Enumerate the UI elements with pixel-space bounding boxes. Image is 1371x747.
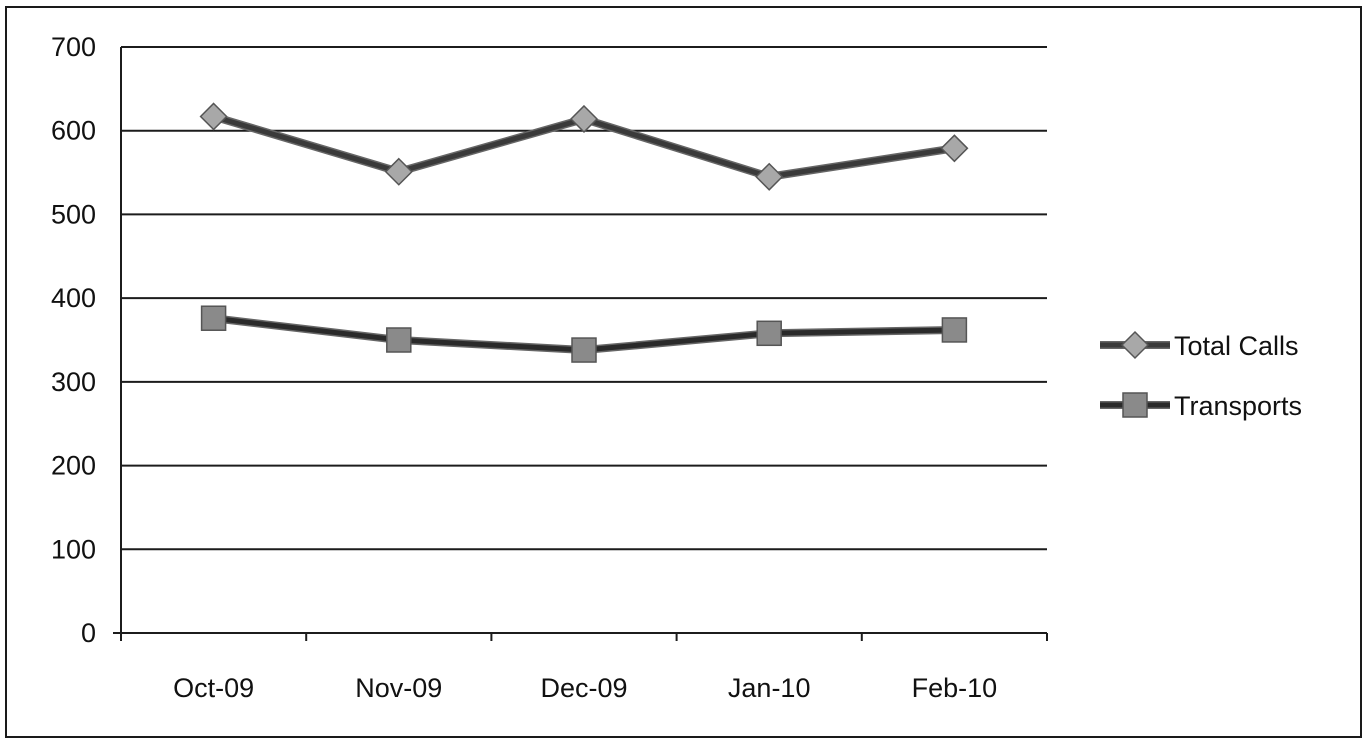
data-point-diamond-marker	[940, 134, 969, 163]
legend: Total Calls Transports	[1100, 330, 1302, 421]
data-point-square-marker	[200, 305, 227, 331]
data-point-square-marker	[571, 337, 597, 363]
x-tick-label: Jan-10	[728, 673, 811, 703]
legend-item: Total Calls	[1100, 330, 1299, 361]
x-tick-label: Nov-09	[355, 673, 442, 703]
legend-label: Total Calls	[1174, 331, 1299, 361]
data-point-square-marker	[386, 327, 412, 353]
series-transports	[200, 305, 968, 363]
y-axis-tick-labels: 0 100 200 300 400 500 600 700	[51, 32, 96, 648]
data-point-diamond-marker	[384, 157, 413, 186]
data-point-diamond-marker	[755, 162, 784, 191]
axes	[113, 47, 1048, 641]
data-point-diamond-marker	[199, 102, 228, 131]
y-tick-label: 100	[51, 534, 96, 564]
data-point-diamond-marker	[569, 104, 599, 134]
y-tick-label: 600	[51, 116, 96, 146]
legend-diamond-marker	[1120, 330, 1150, 360]
y-tick-label: 500	[51, 199, 96, 229]
x-axis-tick-labels: Oct-09 Nov-09 Dec-09 Jan-10 Feb-10	[173, 673, 997, 703]
chart-frame	[5, 6, 1362, 738]
y-tick-label: 400	[51, 283, 96, 313]
data-point-square-marker	[756, 320, 782, 347]
legend-square-marker	[1122, 392, 1148, 418]
y-tick-label: 300	[51, 367, 96, 397]
series-total-calls	[199, 102, 969, 191]
x-tick-label: Dec-09	[540, 673, 627, 703]
y-tick-label: 0	[81, 618, 96, 648]
legend-item: Transports	[1100, 391, 1302, 421]
x-tick-label: Feb-10	[912, 673, 998, 703]
series-lines	[199, 102, 969, 363]
y-tick-label: 200	[51, 451, 96, 481]
y-tick-label: 700	[51, 32, 96, 62]
data-point-square-marker	[941, 317, 968, 343]
x-tick-label: Oct-09	[173, 673, 254, 703]
legend-label: Transports	[1174, 391, 1302, 421]
